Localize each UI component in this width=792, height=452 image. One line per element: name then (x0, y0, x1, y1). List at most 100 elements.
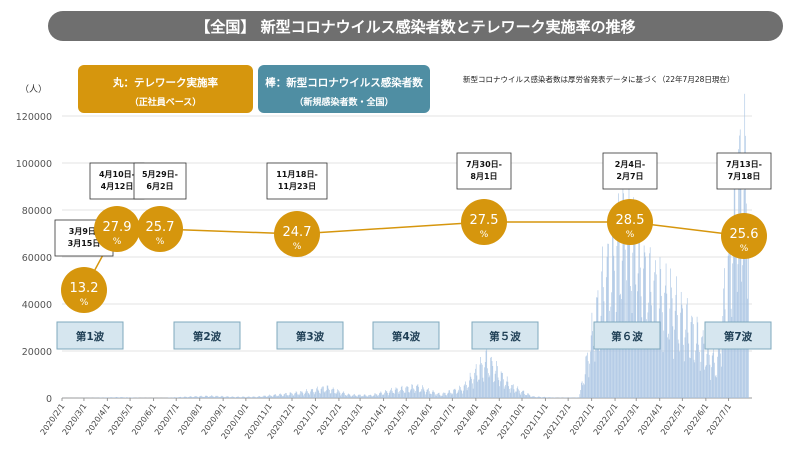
infection-bar (276, 396, 278, 398)
infection-bar (451, 394, 453, 398)
infection-bar (422, 387, 424, 398)
infection-bar (609, 310, 610, 398)
infection-bar (204, 395, 206, 398)
infection-bar (531, 396, 533, 398)
infection-bar (272, 396, 273, 398)
infection-bar (466, 384, 467, 398)
wave-label: 第3波 (296, 330, 325, 343)
infection-bar (579, 394, 581, 398)
infection-bar (434, 392, 435, 398)
infection-bar (176, 397, 177, 398)
infection-bar (189, 396, 191, 398)
infection-bar (576, 397, 578, 398)
infection-bar (520, 394, 522, 398)
infection-bar (221, 395, 223, 398)
infection-bar (234, 397, 236, 398)
infection-bar (357, 395, 359, 398)
infection-bar (238, 396, 239, 398)
period-label: 7月18日 (728, 172, 761, 181)
infection-bar (431, 391, 433, 398)
infection-bar (338, 390, 339, 398)
infection-bar (450, 393, 452, 398)
infection-bar (460, 389, 462, 398)
infection-bar (617, 230, 618, 398)
infection-bar (410, 389, 412, 398)
infection-bar (439, 394, 441, 398)
infection-bar (335, 393, 337, 398)
infection-bar (374, 393, 376, 398)
infection-bar (319, 392, 320, 398)
infection-bar (515, 391, 517, 398)
telework-unit: % (740, 244, 749, 254)
infection-bar (213, 396, 214, 398)
infection-bar (386, 391, 388, 398)
period-label: 2月4日- (615, 160, 645, 169)
infection-bar (666, 293, 668, 398)
infection-bar (202, 396, 204, 398)
infection-bar (403, 391, 404, 398)
infection-bar (117, 397, 118, 398)
infection-bar (428, 388, 429, 398)
infection-bar (239, 397, 241, 398)
infection-bar (111, 397, 112, 398)
infection-bar (251, 397, 253, 398)
infection-bar (651, 305, 652, 398)
infection-bar (496, 361, 497, 398)
infection-bar (430, 393, 432, 398)
infection-bar (453, 389, 455, 398)
period-box (133, 162, 187, 200)
infection-bar (226, 396, 228, 398)
infection-bar (379, 392, 381, 398)
infection-bar (214, 396, 216, 398)
infection-bar (256, 397, 258, 398)
infection-bar (600, 315, 602, 398)
infection-bar (358, 394, 360, 398)
infection-bar (443, 392, 444, 398)
infection-bar (114, 397, 116, 398)
infection-bar (188, 396, 189, 398)
infection-bar (310, 391, 311, 398)
infection-bar (240, 397, 242, 398)
infection-bar (610, 306, 612, 398)
period-label: 4月12日 (101, 182, 134, 191)
infection-bar (379, 393, 380, 398)
telework-unit: % (480, 230, 489, 240)
infection-bar (282, 396, 284, 398)
infection-bar (395, 387, 397, 398)
infection-bar (671, 287, 672, 398)
infection-bar (746, 231, 748, 398)
infection-bar (187, 397, 189, 398)
infection-bar (313, 392, 314, 398)
infection-bar (441, 395, 442, 398)
infection-bar (706, 353, 708, 398)
infection-bar (541, 397, 543, 398)
infection-bar (594, 361, 596, 398)
period-label: 8月1日 (470, 172, 497, 181)
infection-bar (208, 396, 209, 398)
infection-bar (217, 395, 218, 398)
wave-label-box (372, 321, 440, 350)
infection-bar (243, 396, 245, 398)
infection-bar (244, 396, 245, 398)
infection-bar (232, 396, 234, 398)
infection-bar (321, 387, 323, 398)
infection-bar (292, 395, 294, 398)
infection-bar (413, 388, 414, 398)
infection-bar (332, 389, 333, 398)
infection-bar (357, 396, 358, 398)
infection-bar (241, 397, 242, 398)
infection-bar (705, 366, 706, 398)
wave-label-box (173, 321, 241, 350)
infection-bar (245, 397, 247, 398)
infection-bar (333, 389, 335, 398)
infection-bar (314, 392, 316, 398)
legend-telework-sublabel: （正社員ベース） (129, 98, 202, 108)
infection-bar (487, 373, 489, 398)
infection-bar (673, 358, 674, 398)
infection-bar (105, 397, 106, 398)
infection-bar (371, 396, 373, 398)
telework-value: 13.2 (70, 281, 99, 296)
infection-bar (363, 395, 364, 398)
infection-bar (391, 390, 393, 398)
infection-bar (587, 361, 589, 398)
